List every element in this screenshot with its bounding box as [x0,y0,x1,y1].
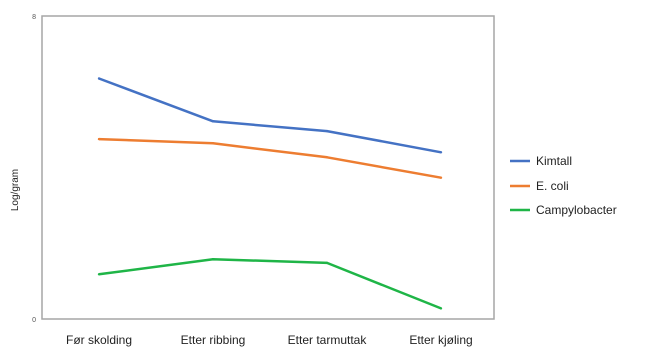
data-point-campylobacter [211,258,215,261]
x-tick-label: Før skolding [66,333,132,347]
x-tick-label: Etter kjøling [409,333,472,347]
data-point-kimtall [97,77,101,80]
series-line-e-coli [98,137,442,179]
data-point-campylobacter [97,273,101,276]
data-point-kimtall [439,151,443,154]
legend-label-campylobacter: Campylobacter [536,203,617,217]
x-tick-label: Etter ribbing [181,333,246,347]
legend-label-kimtall: Kimtall [536,154,572,168]
y-axis-label: Log/gram [10,169,21,211]
series-lines [97,77,443,310]
data-point-e-coli [439,176,443,179]
plot-area [41,15,495,320]
data-point-campylobacter [325,261,329,265]
data-point-campylobacter [439,307,443,310]
series-line-kimtall [98,77,442,154]
data-point-e-coli [325,156,329,159]
data-point-kimtall [211,120,215,123]
x-tick-label: Etter tarmuttak [288,333,368,347]
data-point-e-coli [211,142,215,145]
data-point-e-coli [97,137,101,141]
y-tick-label-bottom: 0 [32,317,36,324]
legend: Kimtall E. coli Campylobacter [510,154,617,217]
legend-label-e-coli: E. coli [536,179,569,193]
y-tick-label-top: 8 [32,14,36,21]
series-line-campylobacter [98,257,442,310]
data-point-kimtall [325,129,329,133]
